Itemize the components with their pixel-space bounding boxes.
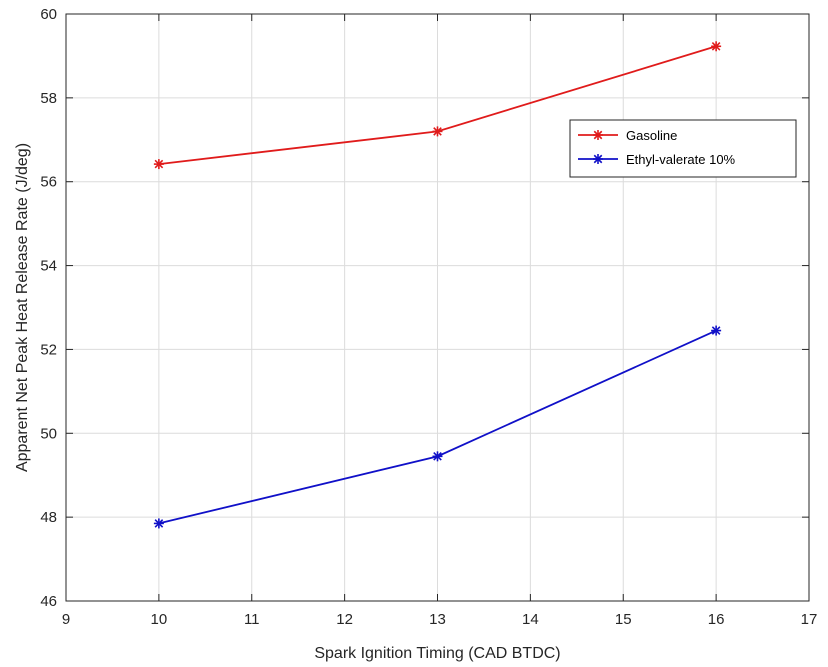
legend-box [569,119,797,178]
data-point [432,451,443,462]
data-point [153,518,164,529]
legend-item: Gasoline [578,128,677,143]
axis-ticks: 9 10 11 12 13 14 15 16 17 46 48 50 52 54 56 58 60 [40,6,817,628]
data-point [711,41,722,52]
y-tick-label: 46 [40,593,57,610]
data-point [153,159,164,170]
grid-lines [66,14,809,601]
y-tick-label: 58 [40,90,57,107]
y-tick-label: 60 [40,6,57,23]
x-tick-label: 12 [336,611,353,628]
y-tick-label: 52 [40,341,57,358]
x-tick-label: 10 [151,611,168,628]
series-group [153,41,722,529]
x-tick-label: 9 [62,611,70,628]
data-point [711,325,722,336]
y-tick-label: 50 [40,425,57,442]
data-point [432,126,443,137]
y-tick-label: 54 [40,258,57,275]
legend-label: Gasoline [626,128,677,143]
x-tick-label: 17 [801,611,818,628]
x-axis-label: Spark Ignition Timing (CAD BTDC) [314,645,560,662]
legend: Gasoline Ethyl-valerate 10% [569,119,797,178]
legend-item: Ethyl-valerate 10% [578,152,736,167]
x-tick-label: 16 [708,611,725,628]
legend-marker [593,154,603,164]
x-tick-label: 13 [429,611,446,628]
legend-marker [593,130,603,140]
x-tick-label: 14 [522,611,539,628]
legend-label: Ethyl-valerate 10% [626,152,736,167]
x-tick-label: 11 [244,611,260,628]
y-tick-label: 48 [40,509,57,526]
x-tick-label: 15 [615,611,632,628]
y-axis-label: Apparent Net Peak Heat Release Rate (J/d… [14,143,31,472]
y-tick-label: 56 [40,174,57,191]
